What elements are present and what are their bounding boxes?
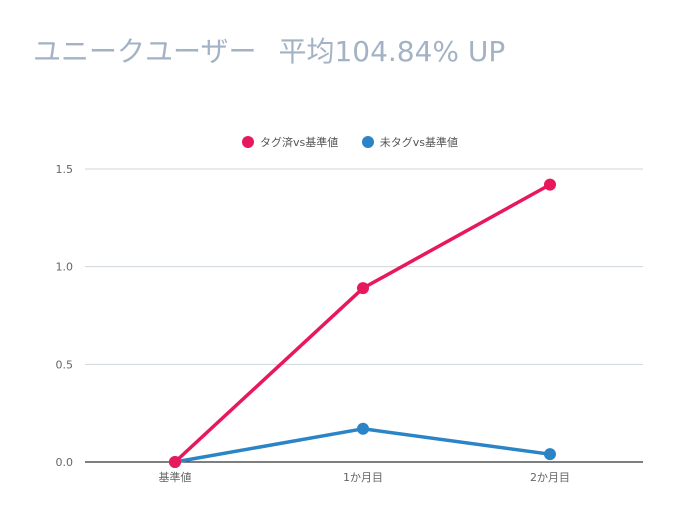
- legend-marker-untagged: [361, 136, 374, 148]
- y-tick-label: 1.5: [56, 163, 74, 176]
- title-main: ユニークユーザー: [33, 35, 257, 68]
- y-tick-label: 0.5: [56, 358, 74, 371]
- data-point-untagged: [357, 422, 369, 435]
- title-sub: 平均104.84% UP: [278, 35, 506, 68]
- x-tick-label: 2か月目: [530, 471, 570, 484]
- page-title: ユニークユーザー 平均104.84% UP: [33, 30, 505, 70]
- x-tick-label: 基準値: [159, 470, 192, 484]
- legend-item-untagged[interactable]: 未タグvs基準値: [361, 134, 458, 150]
- series-layer: [169, 178, 556, 468]
- y-axis-ticks: 0.0 0.5 1.0 1.5: [56, 163, 74, 469]
- data-point-untagged: [544, 448, 556, 461]
- legend-marker-tagged: [242, 136, 254, 148]
- data-point-tagged: [169, 456, 181, 468]
- data-point-tagged: [357, 282, 369, 295]
- legend-label-tagged: タグ済vs基準値: [260, 136, 339, 149]
- series-line-tagged: [173, 182, 552, 464]
- legend-item-tagged[interactable]: タグ済vs基準値: [242, 134, 338, 150]
- y-tick-label: 0.0: [56, 456, 74, 469]
- legend-label-untagged: 未タグvs基準値: [379, 136, 458, 149]
- grid-layer: [85, 168, 643, 463]
- data-point-tagged: [544, 178, 556, 191]
- x-axis-ticks: 基準値 1か月目 2か月目: [159, 470, 571, 484]
- chart-legend: タグ済vs基準値 未タグvs基準値: [0, 134, 700, 151]
- y-tick-label: 1.0: [56, 261, 74, 274]
- x-tick-label: 1か月目: [343, 471, 383, 484]
